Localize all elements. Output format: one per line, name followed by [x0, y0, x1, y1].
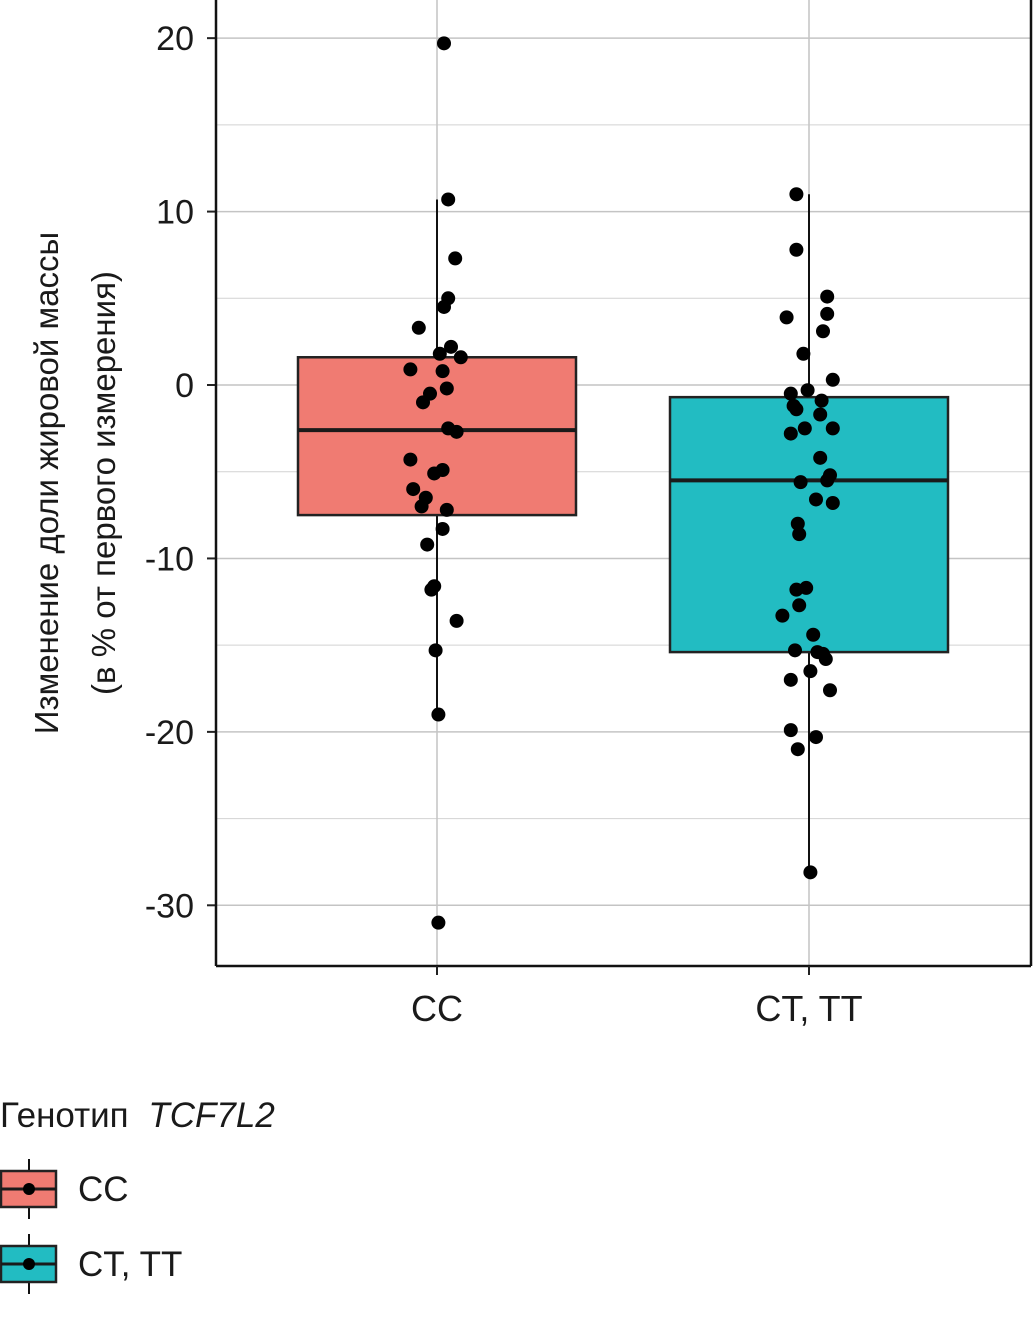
data-point: [420, 537, 435, 552]
x-axis: CC CT, TT: [411, 966, 863, 1029]
data-point: [453, 350, 468, 365]
data-point: [431, 915, 446, 930]
data-point: [790, 516, 805, 531]
data-point: [444, 339, 458, 354]
data-point: [788, 643, 802, 658]
legend-label: CT, TT: [78, 1245, 182, 1284]
data-point: [406, 482, 421, 497]
y-tick-label: 10: [156, 194, 194, 232]
box: [668, 395, 950, 654]
data-point: [779, 310, 794, 325]
data-point: [414, 499, 429, 514]
data-point: [435, 364, 450, 379]
data-point: [790, 742, 805, 757]
data-point: [800, 383, 815, 398]
data-point: [449, 424, 464, 439]
data-point: [783, 426, 798, 441]
x-tick-label: CC: [411, 988, 463, 1029]
data-point: [789, 187, 804, 202]
data-point: [813, 450, 828, 465]
data-point: [806, 627, 821, 642]
box: [296, 356, 578, 517]
data-point: [775, 608, 790, 623]
legend-title-prefix: Генотип: [0, 1096, 129, 1135]
data-point: [783, 386, 798, 401]
box-group-cc: [296, 36, 578, 930]
data-point: [411, 320, 426, 335]
data-point: [449, 613, 464, 628]
data-point: [792, 598, 807, 613]
axis-lines: [214, 0, 1033, 968]
data-point: [783, 672, 798, 687]
data-point: [435, 521, 450, 536]
data-point: [799, 580, 814, 595]
y-tick-label: -20: [145, 714, 194, 752]
data-point: [428, 643, 443, 658]
y-axis: 20 10 0 -10 -20 -30: [145, 20, 216, 925]
data-point: [789, 402, 804, 417]
y-axis-label-line2: (в % от первого измерения): [85, 271, 122, 695]
data-point: [441, 192, 456, 207]
legend-key-point: [23, 1258, 35, 1270]
data-point: [437, 36, 451, 51]
y-axis-label: Изменение доли жировой массы (в % от пер…: [28, 232, 122, 734]
data-point: [825, 421, 840, 436]
data-point: [823, 683, 837, 698]
legend-title: Генотип TCF7L2: [0, 1096, 275, 1135]
data-point: [431, 707, 446, 722]
data-point: [816, 324, 830, 339]
data-point: [403, 452, 418, 467]
data-point: [789, 242, 804, 257]
data-point: [825, 495, 840, 510]
legend-label: CC: [78, 1170, 129, 1209]
legend-key-cc: CC: [0, 1159, 129, 1219]
data-point: [820, 473, 835, 488]
data-point: [809, 492, 823, 507]
y-tick-label: -30: [145, 887, 194, 925]
data-point: [797, 421, 812, 436]
y-tick-label: -10: [145, 540, 194, 578]
data-point: [783, 723, 798, 738]
data-point: [416, 395, 430, 410]
data-point: [803, 664, 818, 679]
data-point: [814, 393, 829, 408]
data-point: [818, 652, 833, 667]
data-point: [439, 502, 454, 517]
data-point: [820, 306, 835, 321]
data-point: [813, 407, 828, 422]
data-point: [792, 527, 807, 542]
data-point: [437, 299, 451, 314]
legend: Генотип TCF7L2 CC CT, TT: [0, 1096, 275, 1294]
data-point: [803, 865, 818, 880]
data-point: [820, 289, 835, 304]
data-point: [424, 582, 439, 597]
box-group-ct-tt: [668, 187, 950, 880]
data-point: [432, 346, 447, 361]
data-point: [825, 372, 840, 387]
data-point: [427, 466, 442, 481]
legend-keys: CC CT, TT: [0, 1159, 182, 1294]
y-tick-label: 0: [175, 367, 194, 405]
data-point: [796, 346, 811, 361]
y-tick-label: 20: [156, 20, 194, 58]
data-point: [809, 730, 823, 745]
legend-key-point: [23, 1183, 35, 1195]
data-point: [403, 362, 418, 377]
legend-title-gene: TCF7L2: [148, 1096, 274, 1135]
data-point: [448, 251, 463, 266]
x-tick-label: CT, TT: [755, 988, 862, 1029]
data-point: [439, 381, 454, 396]
data-layer: [296, 36, 950, 930]
data-point: [793, 475, 808, 490]
y-axis-label-line1: Изменение доли жировой массы: [28, 232, 65, 734]
legend-key-ct-tt: CT, TT: [0, 1234, 182, 1294]
